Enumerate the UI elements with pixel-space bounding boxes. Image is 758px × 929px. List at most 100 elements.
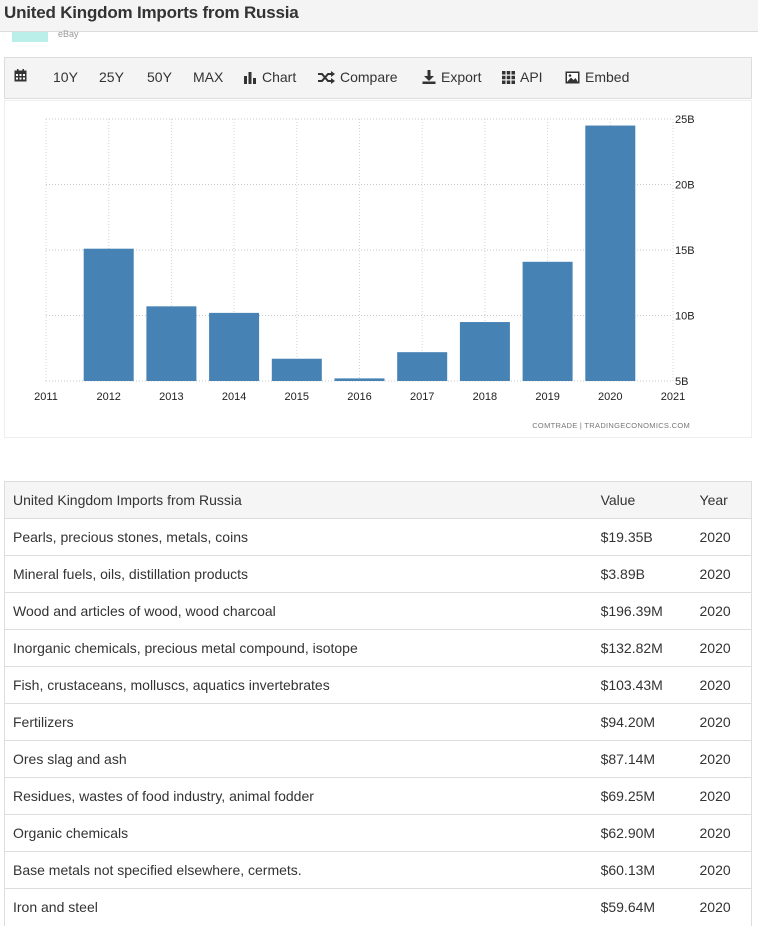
chart-container: 2011 2012 2013 2014 2015 2016 2017 2018 2019 2020… (4, 100, 752, 438)
x-tick-label: 2016 (347, 391, 371, 403)
cell-year: 2020 (691, 592, 752, 630)
cell-value: $87.14M (592, 740, 692, 778)
x-tick-label: 2018 (473, 391, 497, 403)
cell-value: $62.90M (592, 814, 692, 852)
cell-category[interactable]: Residues, wastes of food industry, anima… (4, 777, 593, 815)
table-row[interactable]: Pearls, precious stones, metals, coins $1… (4, 518, 752, 556)
y-tick-label: 25B (675, 114, 695, 126)
cell-year: 2020 (691, 703, 752, 741)
cell-value: $132.82M (592, 629, 692, 667)
table-row[interactable]: Organic chemicals $62.90M 2020 (4, 814, 752, 852)
x-tick-label: 2014 (222, 391, 246, 403)
bar-2018[interactable] (459, 322, 510, 381)
cell-value: $59.64M (592, 888, 692, 926)
cell-category[interactable]: Base metals not specified elsewhere, cer… (4, 851, 593, 889)
cell-year: 2020 (691, 518, 752, 556)
image-icon (565, 71, 580, 84)
bar-2020[interactable] (585, 125, 636, 381)
embed-button-label: Embed (585, 69, 630, 85)
cell-category[interactable]: Iron and steel (4, 888, 593, 926)
chart-button[interactable]: Chart (243, 69, 296, 85)
cell-value: $60.13M (592, 851, 692, 889)
cell-value: $69.25M (592, 777, 692, 815)
cell-year: 2020 (691, 740, 752, 778)
cell-value: $103.43M (592, 666, 692, 704)
bar-2013[interactable] (146, 306, 197, 381)
x-tick-label: 2021 (661, 391, 685, 403)
cell-value: $19.35B (592, 518, 692, 556)
table-row[interactable]: Base metals not specified elsewhere, cer… (4, 851, 752, 889)
x-tick-label: 2015 (285, 391, 309, 403)
cell-year: 2020 (691, 555, 752, 593)
calendar-icon (14, 69, 27, 82)
export-button-label: Export (441, 69, 482, 85)
cell-year: 2020 (691, 888, 752, 926)
cell-category[interactable]: Organic chemicals (4, 814, 593, 852)
range-10y-button[interactable]: 10Y (53, 69, 78, 85)
bar-2012[interactable] (83, 248, 134, 381)
calendar-button[interactable] (14, 69, 27, 82)
shuffle-icon (318, 70, 335, 84)
page-title: United Kingdom Imports from Russia (4, 3, 299, 22)
export-button[interactable]: Export (422, 69, 481, 85)
column-header-value[interactable]: Value (592, 481, 692, 519)
x-tick-label: 2011 (34, 391, 58, 403)
cell-category[interactable]: Mineral fuels, oils, distillation produc… (4, 555, 593, 593)
x-tick-label: 2017 (410, 391, 434, 403)
column-header-category[interactable]: United Kingdom Imports from Russia (4, 481, 593, 519)
chart-button-label: Chart (262, 69, 297, 85)
column-header-year[interactable]: Year (691, 481, 752, 519)
range-25y-button[interactable]: 25Y (99, 69, 124, 85)
cell-category[interactable]: Fish, crustaceans, molluscs, aquatics in… (4, 666, 593, 704)
bar-2016[interactable] (334, 378, 385, 381)
cell-category[interactable]: Inorganic chemicals, precious metal comp… (4, 629, 593, 667)
bar-2019[interactable] (522, 261, 573, 381)
table-row[interactable]: Inorganic chemicals, precious metal comp… (4, 629, 752, 667)
table-header-row: United Kingdom Imports from Russia Value… (4, 481, 752, 519)
range-max-button[interactable]: MAX (193, 69, 224, 85)
cell-value: $94.20M (592, 703, 692, 741)
ad-text[interactable]: eBay (58, 29, 79, 39)
range-50y-button[interactable]: 50Y (147, 69, 172, 85)
cell-category[interactable]: Wood and articles of wood, wood charcoal (4, 592, 593, 630)
compare-button[interactable]: Compare (318, 69, 398, 85)
imports-bar-chart: 2011 2012 2013 2014 2015 2016 2017 2018 2019 2020… (34, 114, 695, 430)
download-icon (422, 70, 436, 84)
cell-year: 2020 (691, 666, 752, 704)
chart-source-note: COMTRADE | TRADINGECONOMICS.COM (532, 421, 690, 430)
table-row[interactable]: Fish, crustaceans, molluscs, aquatics in… (4, 666, 752, 704)
cell-category[interactable]: Pearls, precious stones, metals, coins (4, 518, 593, 556)
cell-year: 2020 (691, 851, 752, 889)
x-tick-label: 2013 (159, 391, 183, 403)
y-tick-label: 10B (675, 311, 695, 323)
cell-category[interactable]: Fertilizers (4, 703, 593, 741)
table-row[interactable]: Fertilizers $94.20M 2020 (4, 703, 752, 741)
bar-2017[interactable] (397, 352, 448, 381)
x-tick-label: 2020 (598, 391, 622, 403)
table-row[interactable]: Wood and articles of wood, wood charcoal… (4, 592, 752, 630)
cell-year: 2020 (691, 777, 752, 815)
y-tick-label: 5B (675, 376, 688, 388)
table-row[interactable]: Ores slag and ash $87.14M 2020 (4, 740, 752, 778)
page-header: United Kingdom Imports from Russia (0, 0, 758, 32)
cell-category[interactable]: Ores slag and ash (4, 740, 593, 778)
bar-2015[interactable] (271, 358, 322, 381)
bar-chart-icon (243, 71, 257, 84)
table-row[interactable]: Residues, wastes of food industry, anima… (4, 777, 752, 815)
bar-2014[interactable] (209, 312, 260, 381)
cell-year: 2020 (691, 814, 752, 852)
x-tick-label: 2012 (96, 391, 120, 403)
ad-banner[interactable] (12, 32, 48, 42)
api-button-label: API (520, 69, 543, 85)
cell-value: $3.89B (592, 555, 692, 593)
imports-table: United Kingdom Imports from Russia Value… (4, 481, 752, 926)
chart-toolbar: 10Y 25Y 50Y MAX Chart Compare Export API… (4, 57, 752, 99)
embed-button[interactable]: Embed (565, 69, 629, 85)
y-tick-label: 20B (675, 180, 695, 192)
table-row[interactable]: Mineral fuels, oils, distillation produc… (4, 555, 752, 593)
grid-icon (502, 70, 515, 84)
x-tick-label: 2019 (535, 391, 559, 403)
table-row[interactable]: Iron and steel $59.64M 2020 (4, 888, 752, 926)
api-button[interactable]: API (502, 69, 543, 85)
y-tick-label: 15B (675, 245, 695, 257)
